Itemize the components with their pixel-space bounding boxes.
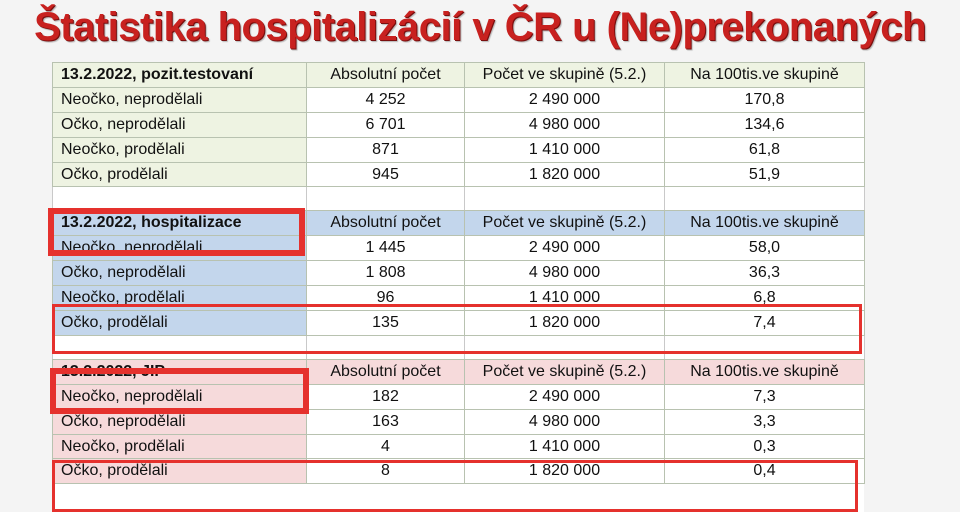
table-row: Neočko, prodělali 96 1 410 000 6,8 <box>52 285 865 312</box>
cell-group-size: 1 410 000 <box>464 285 665 312</box>
cell-group-size: 1 410 000 <box>464 433 665 460</box>
table-row: Očko, neprodělali 1 808 4 980 000 36,3 <box>52 260 865 287</box>
column-header-per-100k: Na 100tis.ve skupině <box>664 210 865 237</box>
statistics-table: 13.2.2022, pozit.testovaní Absolutní poč… <box>52 62 865 485</box>
spreadsheet: 13.2.2022, pozit.testovaní Absolutní poč… <box>52 62 865 512</box>
spacer-row <box>52 186 865 212</box>
column-header-group-size: Počet ve skupině (5.2.) <box>464 358 665 385</box>
table-row: Neočko, prodělali 871 1 410 000 61,8 <box>52 136 865 163</box>
table-row: Neočko, neprodělali 182 2 490 000 7,3 <box>52 383 865 410</box>
row-label: Neočko, neprodělali <box>52 235 307 262</box>
section-hospitalization: 13.2.2022, hospitalizace Absolutní počet… <box>52 210 865 360</box>
cell-per-100k: 6,8 <box>664 285 865 312</box>
column-header-per-100k: Na 100tis.ve skupině <box>664 62 865 88</box>
page-title: Štatistika hospitalizácií v ČR u (Ne)pre… <box>34 5 926 49</box>
cell-absolute: 4 252 <box>306 86 465 113</box>
cell-per-100k: 170,8 <box>664 86 865 113</box>
cell-absolute: 96 <box>306 285 465 312</box>
table-row: Neočko, prodělali 4 1 410 000 0,3 <box>52 433 865 460</box>
cell-absolute: 163 <box>306 408 465 435</box>
section-label: 13.2.2022, pozit.testovaní <box>52 62 307 88</box>
column-header-group-size: Počet ve skupině (5.2.) <box>464 210 665 237</box>
section-positive-tested: 13.2.2022, pozit.testovaní Absolutní poč… <box>52 62 865 212</box>
cell-per-100k: 51,9 <box>664 161 865 188</box>
row-label: Neočko, prodělali <box>52 136 307 163</box>
row-label: Očko, prodělali <box>52 458 307 485</box>
cell-group-size: 2 490 000 <box>464 86 665 113</box>
column-header-absolute: Absolutní počet <box>306 358 465 385</box>
cell-group-size: 1 820 000 <box>464 310 665 336</box>
cell-per-100k: 134,6 <box>664 111 865 138</box>
section-header-row: 13.2.2022, hospitalizace Absolutní počet… <box>52 210 865 237</box>
column-header-group-size: Počet ve skupině (5.2.) <box>464 62 665 88</box>
section-header-row: 13.2.2022, JIP Absolutní počet Počet ve … <box>52 358 865 385</box>
cell-absolute: 182 <box>306 383 465 410</box>
cell-absolute: 6 701 <box>306 111 465 138</box>
table-row: Očko, prodělali 945 1 820 000 51,9 <box>52 161 865 188</box>
table-row: Neočko, neprodělali 1 445 2 490 000 58,0 <box>52 235 865 262</box>
section-label: 13.2.2022, JIP <box>52 358 307 385</box>
table-row: Očko, prodělali 135 1 820 000 7,4 <box>52 310 865 336</box>
table-row: Neočko, neprodělali 4 252 2 490 000 170,… <box>52 86 865 113</box>
cell-group-size: 4 980 000 <box>464 111 665 138</box>
cell-per-100k: 0,4 <box>664 458 865 485</box>
table-row: Očko, neprodělali 6 701 4 980 000 134,6 <box>52 111 865 138</box>
cell-group-size: 1 410 000 <box>464 136 665 163</box>
row-label: Neočko, prodělali <box>52 433 307 460</box>
cell-absolute: 1 445 <box>306 235 465 262</box>
cell-per-100k: 36,3 <box>664 260 865 287</box>
cell-group-size: 2 490 000 <box>464 383 665 410</box>
cell-per-100k: 58,0 <box>664 235 865 262</box>
cell-group-size: 2 490 000 <box>464 235 665 262</box>
column-header-per-100k: Na 100tis.ve skupině <box>664 358 865 385</box>
section-header-row: 13.2.2022, pozit.testovaní Absolutní poč… <box>52 62 865 88</box>
cell-group-size: 4 980 000 <box>464 408 665 435</box>
row-label: Očko, neprodělali <box>52 408 307 435</box>
table-row: Očko, prodělali 8 1 820 000 0,4 <box>52 458 865 485</box>
cell-per-100k: 7,3 <box>664 383 865 410</box>
cell-absolute: 135 <box>306 310 465 336</box>
cell-per-100k: 7,4 <box>664 310 865 336</box>
cell-group-size: 1 820 000 <box>464 458 665 485</box>
column-header-absolute: Absolutní počet <box>306 62 465 88</box>
column-header-absolute: Absolutní počet <box>306 210 465 237</box>
cell-absolute: 8 <box>306 458 465 485</box>
cell-group-size: 1 820 000 <box>464 161 665 188</box>
row-label: Očko, neprodělali <box>52 111 307 138</box>
row-label: Neočko, prodělali <box>52 285 307 312</box>
cell-absolute: 871 <box>306 136 465 163</box>
spacer-row <box>52 334 865 360</box>
cell-absolute: 945 <box>306 161 465 188</box>
row-label: Očko, neprodělali <box>52 260 307 287</box>
cell-absolute: 4 <box>306 433 465 460</box>
cell-per-100k: 0,3 <box>664 433 865 460</box>
table-row: Očko, neprodělali 163 4 980 000 3,3 <box>52 408 865 435</box>
section-icu: 13.2.2022, JIP Absolutní počet Počet ve … <box>52 358 865 485</box>
cell-absolute: 1 808 <box>306 260 465 287</box>
section-label: 13.2.2022, hospitalizace <box>52 210 307 237</box>
row-label: Neočko, neprodělali <box>52 86 307 113</box>
row-label: Očko, prodělali <box>52 310 307 336</box>
row-label: Neočko, neprodělali <box>52 383 307 410</box>
cell-per-100k: 61,8 <box>664 136 865 163</box>
cell-per-100k: 3,3 <box>664 408 865 435</box>
row-label: Očko, prodělali <box>52 161 307 188</box>
cell-group-size: 4 980 000 <box>464 260 665 287</box>
